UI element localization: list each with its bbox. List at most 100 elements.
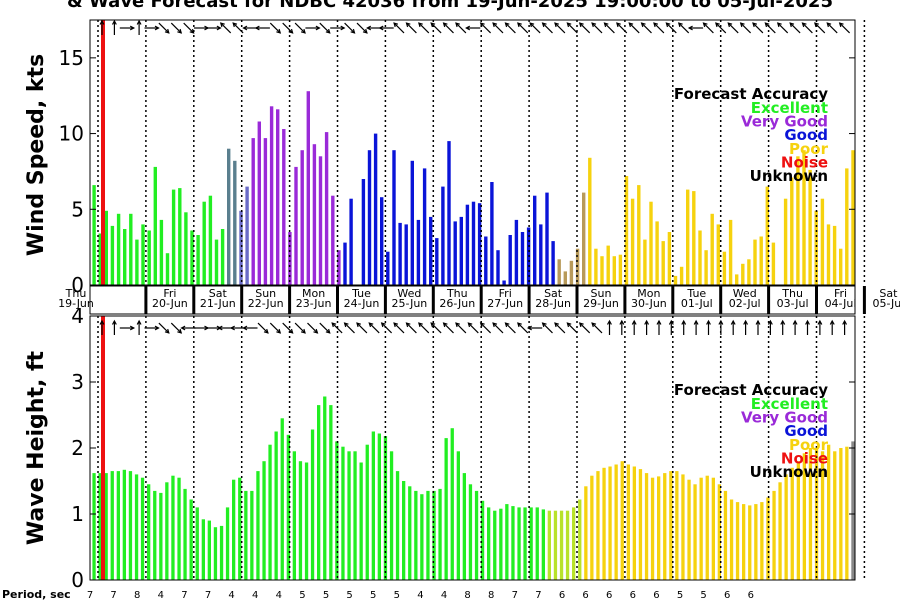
wave-bar <box>493 510 497 580</box>
arrow-shaft <box>418 322 430 334</box>
arrow-head <box>405 322 411 328</box>
wave-direction-arrow <box>331 322 343 334</box>
wind-bar <box>747 259 751 285</box>
wind-direction-arrow <box>591 22 603 34</box>
arrow-head <box>442 22 448 28</box>
arrow-head <box>154 325 160 331</box>
arrow-head <box>752 22 758 28</box>
wind-bar <box>343 242 347 285</box>
arrow-shaft <box>616 22 628 34</box>
wave-legend-item: Poor <box>789 436 829 454</box>
wave-bar <box>705 475 709 580</box>
arrow-head <box>343 322 349 328</box>
wind-bar <box>808 169 812 285</box>
day-date-label: 22-Jun <box>248 297 284 310</box>
wind-direction-arrow <box>687 25 704 31</box>
arrow-head <box>842 319 848 325</box>
period-value: 4 <box>441 590 447 600</box>
arrow-head <box>229 325 235 331</box>
arrow-head <box>99 19 105 25</box>
wind-bar <box>692 191 696 285</box>
wave-bar <box>468 484 473 580</box>
wind-direction-arrow <box>294 22 306 34</box>
arrow-shaft <box>319 322 331 334</box>
wave-direction-arrow <box>780 319 786 335</box>
arrow-head <box>529 22 535 28</box>
wind-direction-arrow <box>517 22 529 34</box>
wave-legend-item: Noise <box>781 449 828 467</box>
wave-bar <box>92 473 96 580</box>
wind-direction-arrow <box>219 22 232 34</box>
wave-direction-arrow <box>405 322 417 334</box>
wind-bar <box>569 260 574 285</box>
wave-bar <box>329 405 333 580</box>
wind-direction-arrow <box>603 22 615 34</box>
period-value: 7 <box>535 590 541 600</box>
arrow-head <box>739 22 745 28</box>
wind-bar <box>159 219 164 285</box>
day-date-label: 01-Jul <box>681 297 713 310</box>
day-separator <box>767 286 771 314</box>
wind-bar <box>728 219 733 285</box>
wave-bar <box>596 471 600 580</box>
wind-bar <box>679 266 684 285</box>
arrow-shaft <box>430 322 442 334</box>
wind-direction-arrow <box>206 25 222 31</box>
arrow-head <box>492 22 498 28</box>
wave-bar <box>620 461 624 580</box>
wave-direction-arrow <box>792 319 798 335</box>
day-date-label: 30-Jun <box>631 297 667 310</box>
wave-bar <box>159 492 163 580</box>
wind-direction-arrow <box>616 22 628 34</box>
wave-direction-arrow <box>743 319 749 335</box>
day-separator <box>862 286 866 314</box>
arrow-head <box>801 22 807 28</box>
wave-bar <box>359 462 363 580</box>
wind-bar <box>116 213 121 285</box>
wave-bar <box>323 396 327 580</box>
wind-bar <box>276 109 280 285</box>
wave-bar <box>814 448 819 580</box>
arrow-shaft <box>356 22 368 34</box>
arrow-head <box>814 22 819 28</box>
wave-bar <box>778 482 782 580</box>
arrow-head <box>492 322 498 328</box>
wind-direction-arrow <box>455 22 467 34</box>
arrow-shaft <box>505 322 516 334</box>
wind-bar <box>765 186 769 285</box>
day-separator <box>240 286 244 314</box>
wave-bar <box>292 451 296 580</box>
wave-direction-arrow <box>718 319 724 335</box>
wave-direction-arrow <box>442 322 454 334</box>
wind-direction-arrow <box>183 22 195 34</box>
wave-bar <box>402 481 406 580</box>
arrow-head <box>640 22 646 28</box>
arrow-head <box>254 25 260 31</box>
arrow-head <box>455 22 460 28</box>
wind-direction-arrow <box>442 22 454 34</box>
wind-bar <box>441 186 445 285</box>
wave-bar <box>432 490 436 580</box>
arrow-head <box>177 328 183 334</box>
arrow-head <box>180 325 186 331</box>
wind-bar <box>171 189 176 285</box>
wave-bar <box>280 418 284 580</box>
wind-bar <box>141 224 145 285</box>
wind-bar <box>312 144 317 285</box>
wave-bar <box>614 464 618 580</box>
arrow-head <box>455 322 460 328</box>
wave-legend-title: Forecast Accuracy <box>674 381 828 399</box>
arrow-shaft <box>604 22 615 34</box>
wave-direction-arrow <box>194 325 210 331</box>
wave-bar <box>535 507 539 580</box>
wind-direction-arrow <box>144 25 160 31</box>
wind-bar <box>551 241 555 285</box>
period-value: 7 <box>181 590 187 600</box>
arrow-head <box>517 322 522 328</box>
arrow-head <box>479 22 485 28</box>
wind-bar <box>392 150 396 285</box>
wind-bar <box>832 225 837 285</box>
